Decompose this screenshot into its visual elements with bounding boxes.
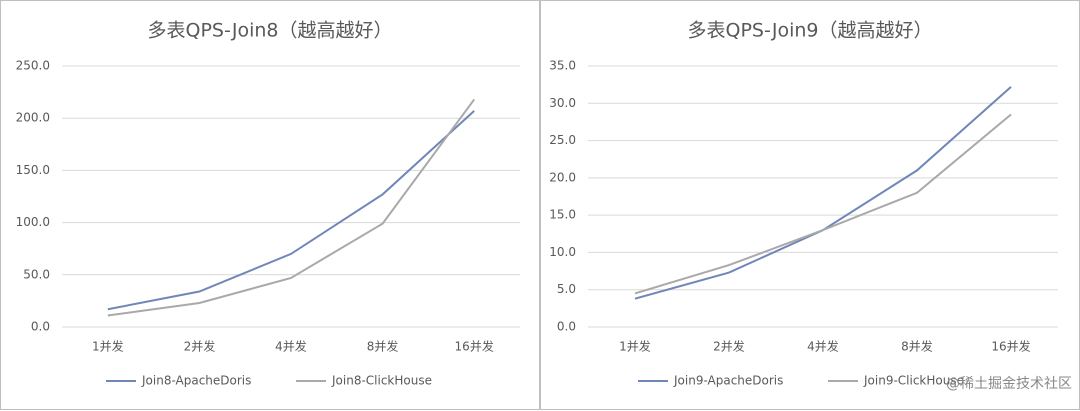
x-tick-label: 1并发 (619, 339, 651, 354)
legend-label: Join9-ApacheDoris (673, 374, 783, 388)
legend-label: Join8-ClickHouse (331, 374, 432, 388)
x-tick-label: 2并发 (713, 339, 745, 354)
x-tick-label: 8并发 (901, 339, 933, 354)
x-tick-label: 16并发 (991, 339, 1030, 354)
y-tick-label: 100.0 (16, 215, 50, 229)
y-tick-label: 30.0 (549, 96, 576, 110)
x-tick-label: 1并发 (92, 339, 124, 354)
y-tick-label: 35.0 (549, 59, 576, 73)
x-tick-label: 16并发 (455, 339, 494, 354)
panel (540, 0, 1080, 410)
series-line (107, 98, 476, 317)
y-tick-label: 250.0 (16, 59, 50, 73)
y-tick-label: 150.0 (16, 163, 50, 177)
y-tick-label: 50.0 (23, 267, 50, 281)
y-tick-label: 0.0 (557, 320, 576, 334)
y-tick-label: 200.0 (16, 111, 50, 125)
x-tick-label: 4并发 (807, 339, 839, 354)
y-tick-label: 20.0 (549, 170, 576, 184)
y-tick-label: 15.0 (549, 208, 576, 222)
series-line (634, 113, 1012, 295)
panel (0, 0, 540, 410)
x-tick-label: 2并发 (184, 339, 216, 354)
chart-title: 多表QPS-Join8（越高越好） (147, 20, 392, 42)
watermark: @稀土掘金技术社区 (946, 376, 1072, 392)
x-tick-label: 4并发 (275, 339, 307, 354)
y-tick-label: 0.0 (31, 320, 50, 334)
legend-label: Join9-ClickHouse (863, 374, 964, 388)
legend-label: Join8-ApacheDoris (141, 374, 251, 388)
x-tick-label: 8并发 (367, 339, 399, 354)
series-line (107, 110, 475, 311)
y-tick-label: 25.0 (549, 133, 576, 147)
chart-title: 多表QPS-Join9（越高越好） (687, 20, 932, 42)
y-tick-label: 10.0 (549, 245, 576, 259)
y-tick-label: 5.0 (557, 282, 576, 296)
